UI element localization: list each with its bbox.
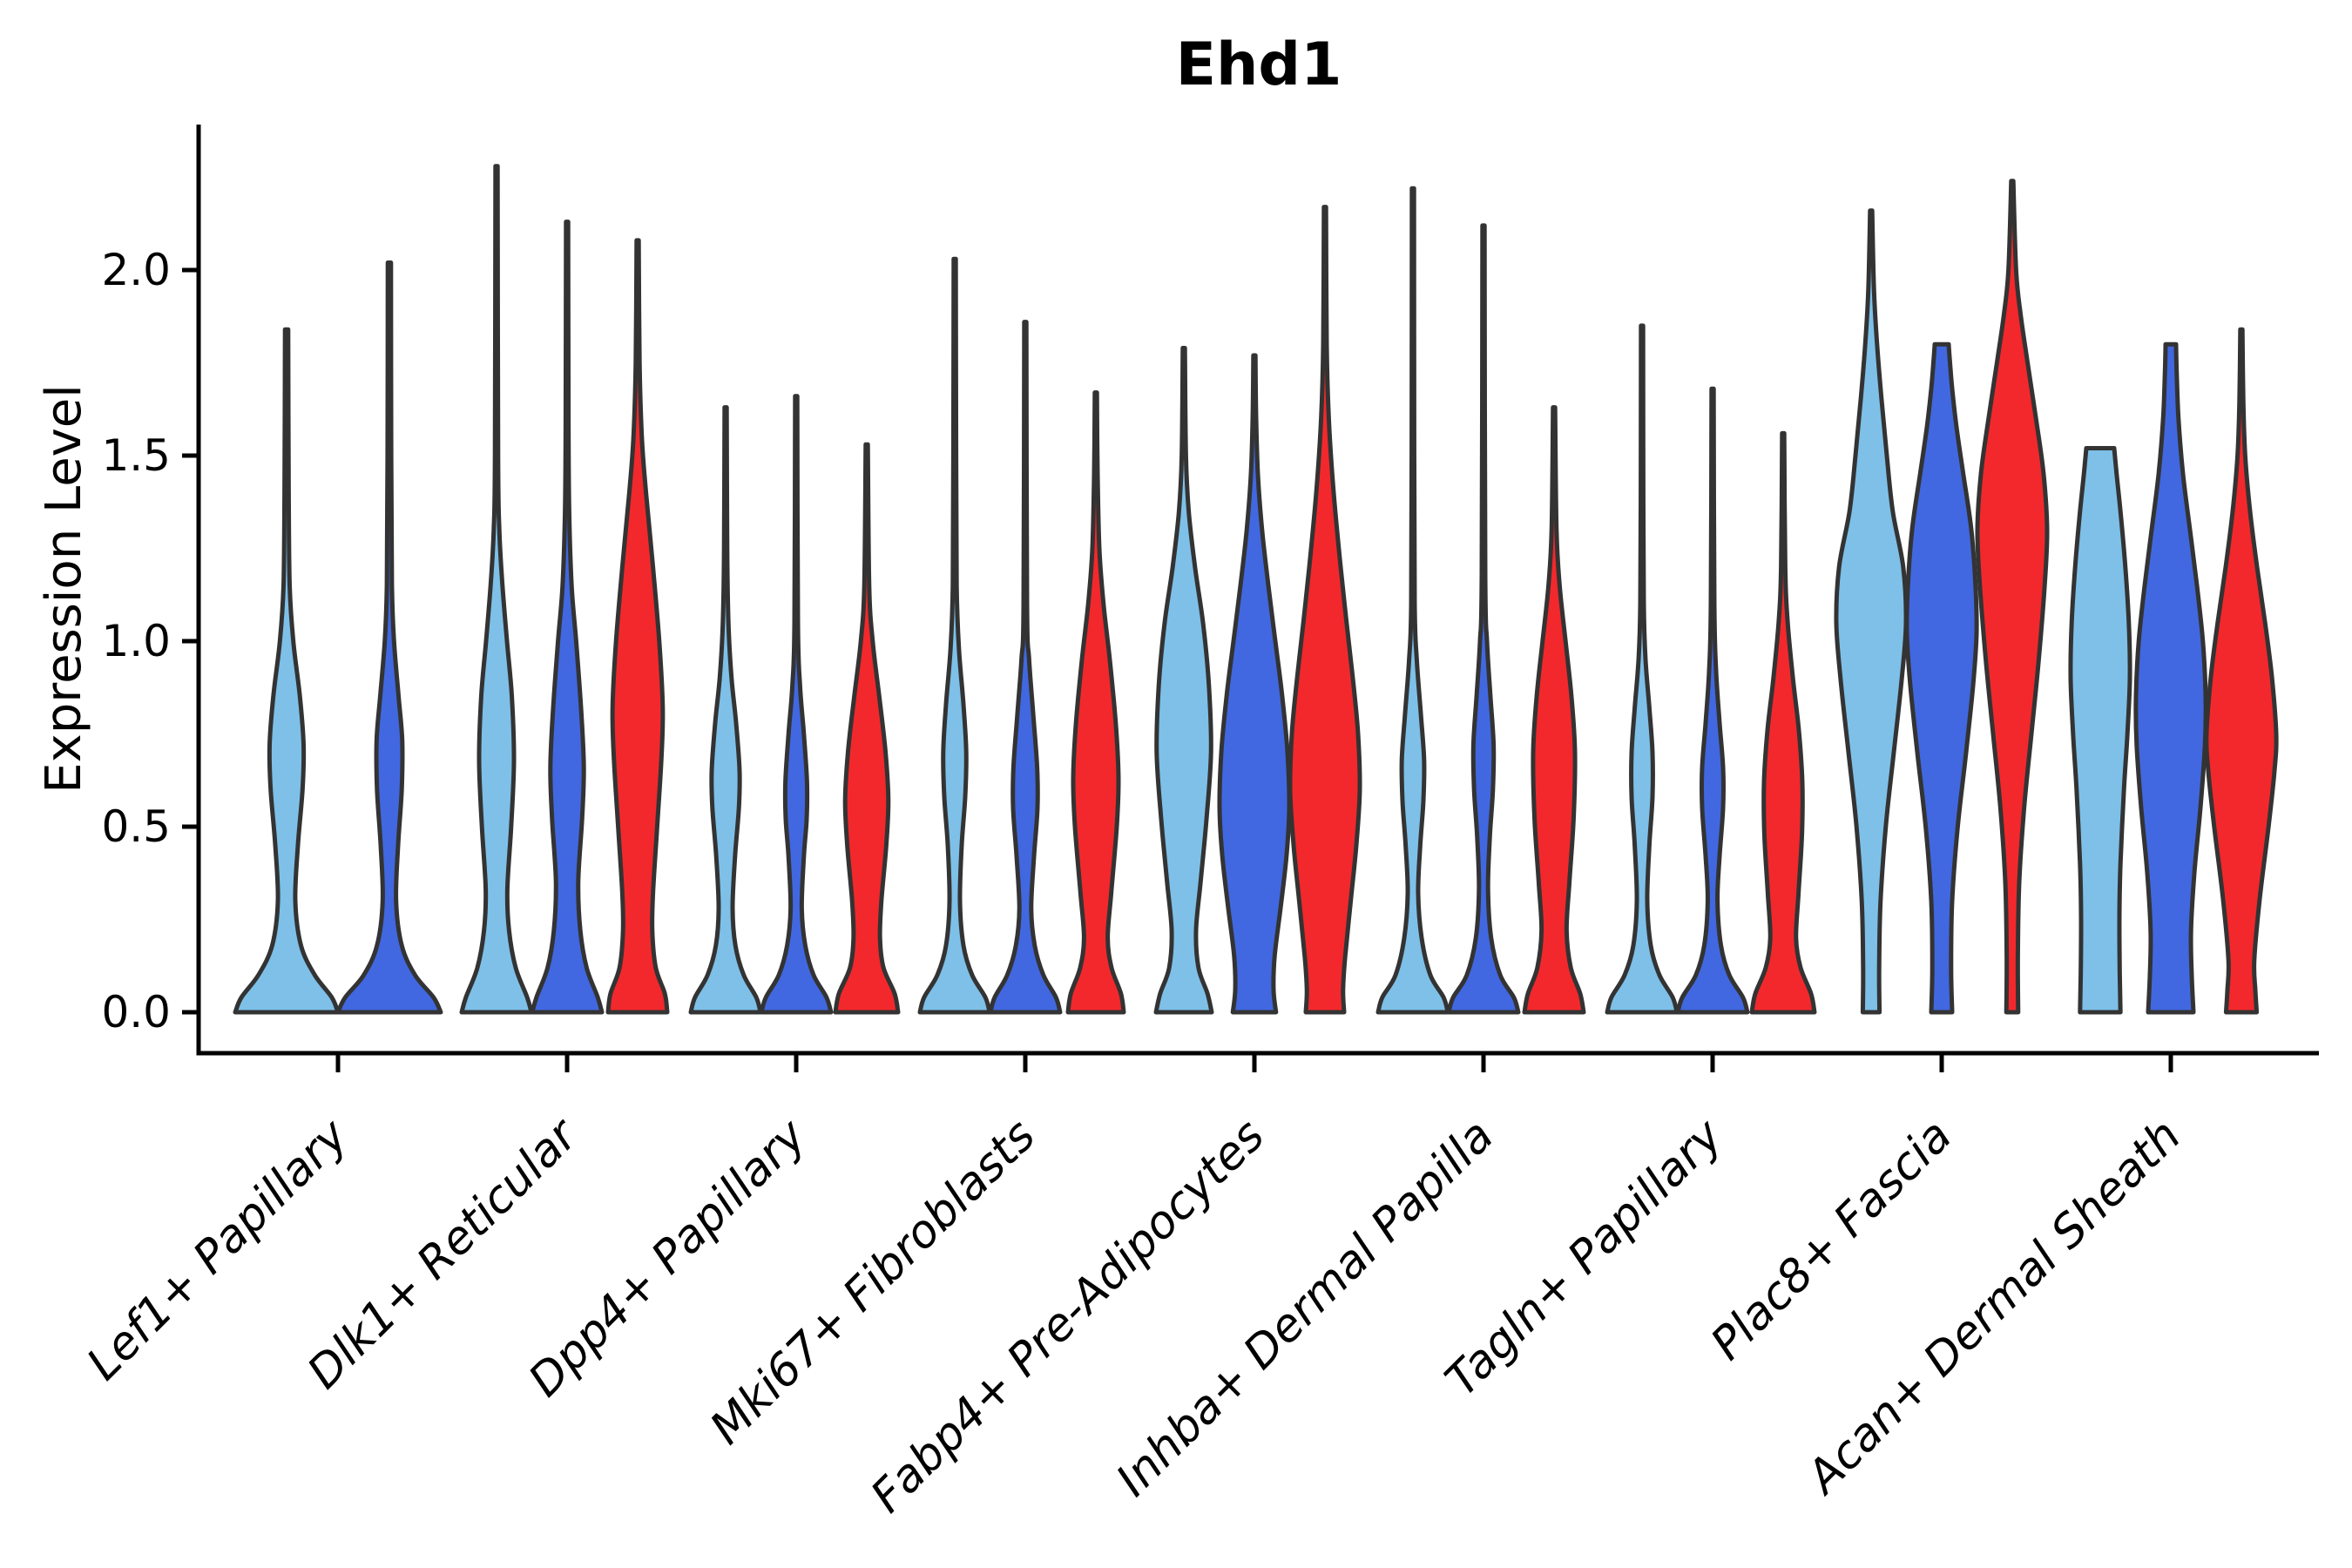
violin-group-6: [1375, 186, 1586, 1015]
violin-group-1: [233, 260, 443, 1015]
axes-layer: [182, 125, 2319, 1072]
violin-light_blue: [459, 164, 534, 1015]
violin-group-5: [1153, 205, 1362, 1015]
violin-group-3: [688, 394, 901, 1015]
violin-light_blue: [1605, 323, 1680, 1015]
violin-red: [1065, 390, 1126, 1015]
violin-royal_blue: [759, 394, 834, 1015]
x-tick-label: Plac8+ Fascia: [1701, 1110, 1962, 1370]
y-tick-label: 0.5: [101, 801, 171, 852]
violin-light_blue: [1153, 346, 1214, 1015]
chart-title: Ehd1: [1176, 30, 1342, 99]
axis-spines: [196, 125, 2319, 1056]
violin-group-2: [459, 164, 670, 1015]
violin-group-4: [917, 256, 1126, 1015]
x-axis-ticks: [335, 1053, 2173, 1072]
violins-layer: [233, 164, 2279, 1015]
y-tick-label: 2.0: [101, 245, 171, 295]
violin-light_blue: [1375, 186, 1450, 1015]
y-tick-label: 1.5: [101, 430, 171, 481]
violin-red: [1288, 205, 1362, 1015]
violin-light_blue: [917, 256, 992, 1015]
violin-royal_blue: [1446, 223, 1521, 1015]
violin-red: [605, 238, 670, 1015]
violin-red: [1522, 405, 1586, 1015]
violin-royal_blue: [1675, 386, 1750, 1015]
violin-light_blue: [2068, 446, 2132, 1015]
y-tick-label: 1.0: [101, 616, 171, 666]
violin-royal_blue: [2133, 341, 2208, 1015]
violin-royal_blue: [1217, 353, 1292, 1015]
x-tick-label: Inhba+ Dermal Papilla: [1106, 1110, 1504, 1507]
y-tick-label: 0.0: [101, 987, 171, 1037]
violin-light_blue: [1834, 208, 1909, 1015]
x-tick-label: Fabp4+ Pre-Adipocytes: [862, 1110, 1275, 1524]
violin-light_blue: [688, 405, 763, 1015]
violin-royal_blue: [1904, 341, 1979, 1015]
violin-light_blue: [233, 327, 341, 1015]
violin-royal_blue: [335, 260, 443, 1015]
violin-red: [833, 442, 901, 1015]
violin-red: [2204, 327, 2279, 1015]
y-tick-labels: 0.0 0.5 1.0 1.5 2.0: [101, 245, 171, 1037]
y-axis-label: Expression Level: [36, 384, 92, 794]
violin-group-9: [2068, 327, 2279, 1015]
violin-royal_blue: [988, 320, 1063, 1015]
x-tick-label: Acan+ Dermal Sheath: [1795, 1110, 2191, 1505]
violin-red: [1975, 179, 2050, 1015]
violin-group-8: [1834, 179, 2050, 1015]
violin-royal_blue: [530, 220, 605, 1015]
violin-red: [1749, 430, 1817, 1015]
violin-group-7: [1605, 323, 1817, 1015]
y-axis-ticks: [182, 267, 199, 1015]
